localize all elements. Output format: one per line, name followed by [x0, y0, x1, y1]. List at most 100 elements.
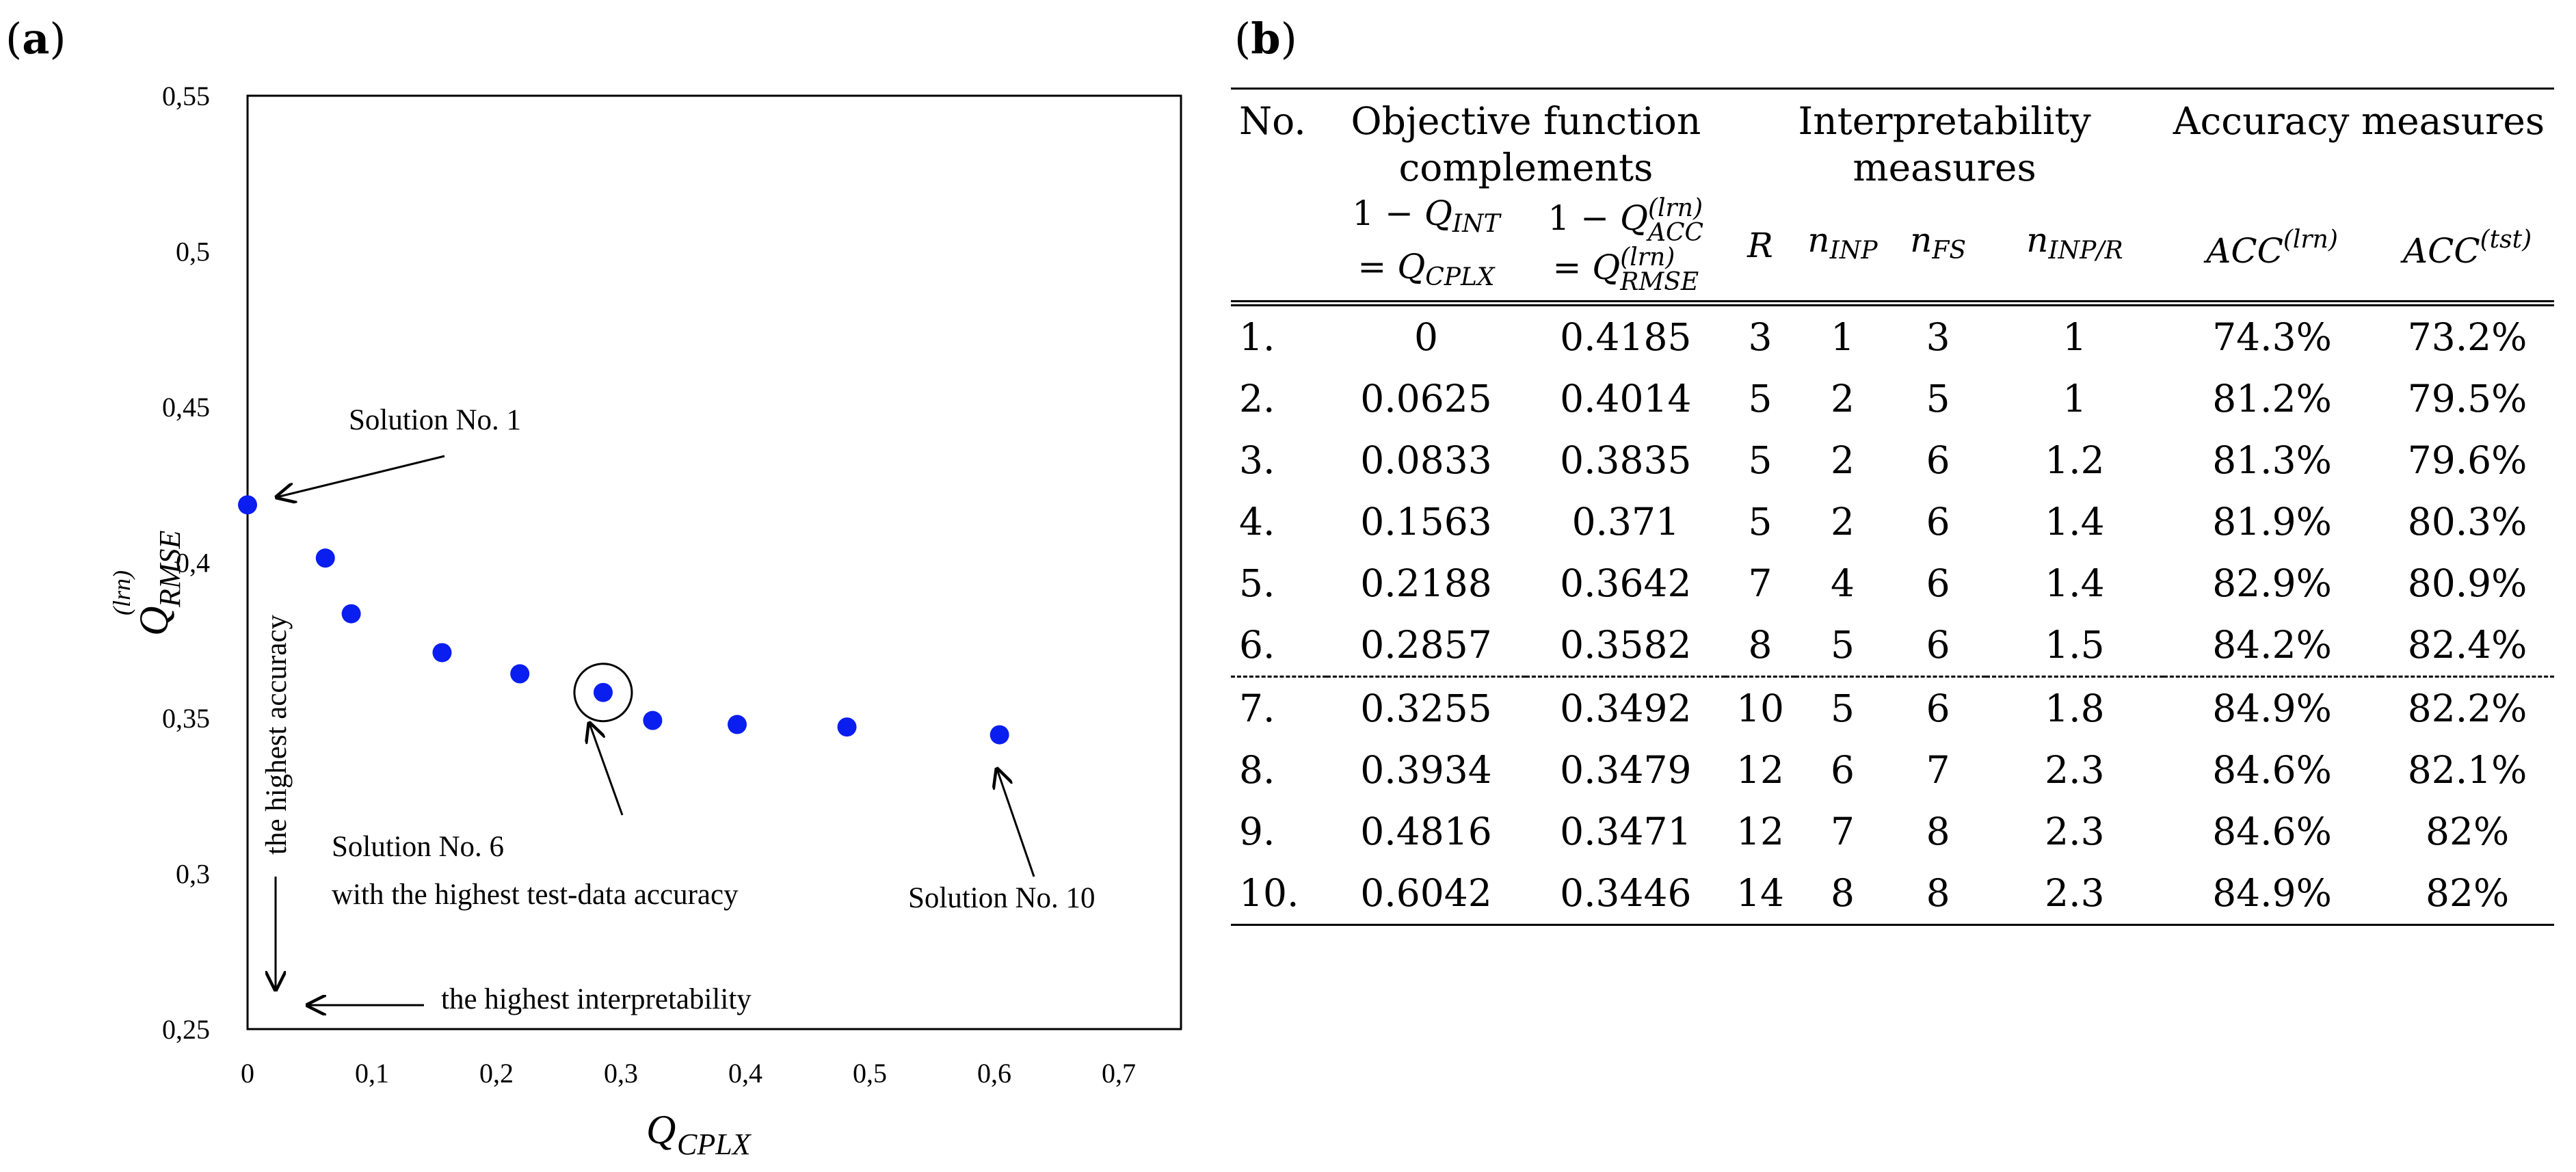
- data-point: [432, 643, 452, 663]
- table-cell: 7: [1748, 561, 1772, 605]
- y-tick-label: 0,45: [162, 392, 210, 423]
- table-cell: 0.3471: [1560, 810, 1692, 853]
- table-cell: 1.2: [2045, 438, 2105, 482]
- data-point: [341, 604, 361, 624]
- header-objective: Objective function complements: [1351, 99, 1701, 189]
- table-cell: 2.3: [2045, 810, 2105, 853]
- table-cell: 0.1563: [1360, 500, 1492, 544]
- panel-label-a: (a): [5, 14, 66, 64]
- data-point: [727, 715, 747, 734]
- table-cell: 0.4816: [1360, 810, 1492, 853]
- table-cell: 2: [1831, 438, 1855, 482]
- table-cell: 1.8: [1985, 676, 2164, 739]
- table-cell: 5: [1926, 377, 1950, 421]
- table-cell: 6: [1831, 748, 1855, 792]
- table-row: 9. 0.4816 0.3471 12 7 8 2.3 84.6% 82%: [1231, 801, 2554, 862]
- data-point: [510, 664, 530, 684]
- header-r: R: [1747, 226, 1773, 265]
- header-interpretability: Interpretability measures: [1798, 99, 2091, 189]
- table-cell: 0.6042: [1326, 862, 1526, 926]
- table-cell: 82.1%: [2407, 748, 2527, 792]
- annotation-solution-10: Solution No. 10: [908, 882, 1096, 914]
- x-axis-label-sub: CPLX: [677, 1128, 752, 1161]
- table-cell: 81.3%: [2212, 438, 2332, 482]
- table-cell: 7.: [1231, 676, 1327, 739]
- annotation-highest-interpretability: the highest interpretability: [441, 983, 752, 1015]
- table-cell: 8: [1794, 862, 1891, 926]
- table-cell: 81.2%: [2212, 377, 2332, 421]
- table-cell: 7: [1831, 810, 1855, 853]
- arrow-solution-6: [589, 723, 624, 816]
- plot-frame: [246, 94, 1182, 1030]
- table-cell: 0.4014: [1560, 377, 1692, 421]
- table-cell: 12: [1736, 810, 1784, 853]
- annotation-solution-1: Solution No. 1: [349, 404, 521, 436]
- table-cell: 2.3: [2045, 748, 2105, 792]
- table-cell: 8: [1890, 862, 1986, 926]
- x-axis-ticks: 0 0,1 0,2 0,3 0,4 0,5 0,6 0,7: [241, 1058, 1136, 1089]
- table-cell: 0.3492: [1526, 676, 1726, 739]
- table-cell: 0.4185: [1560, 315, 1692, 359]
- table-cell: 6: [1926, 623, 1950, 667]
- data-points: [238, 495, 1009, 745]
- x-tick-label: 0,7: [1102, 1058, 1136, 1089]
- table-cell: 0.2188: [1360, 561, 1492, 605]
- arrow-solution-1: [277, 455, 445, 497]
- table-body: 1. 0 0.4185 3 1 3 1 74.3% 73.2% 2. 0.0625 0.4014 5 2 5…: [1231, 304, 2554, 926]
- x-tick-label: 0,4: [728, 1058, 762, 1089]
- table-cell: 82%: [2380, 862, 2554, 926]
- y-tick-label: 0,55: [162, 81, 210, 111]
- table-cell: 84.6%: [2212, 748, 2332, 792]
- table-cell: 0.3934: [1360, 748, 1492, 792]
- table-cell: 5: [1748, 500, 1772, 544]
- table-cell: 1: [2062, 377, 2087, 421]
- table-cell: 0.0625: [1360, 377, 1492, 421]
- table-cell: 7: [1926, 748, 1950, 792]
- header-q-cplx: 1 − QINT = QCPLX: [1352, 194, 1500, 291]
- table-cell: 1: [2062, 315, 2087, 359]
- header-acc-lrn: ACC(lrn): [2206, 226, 2338, 271]
- data-point: [643, 710, 663, 730]
- table-cell: 5: [1748, 377, 1772, 421]
- table-cell: 81.9%: [2212, 500, 2332, 544]
- table-row: 6. 0.2857 0.3582 8 5 6 1.5 84.2% 82.4%: [1231, 614, 2554, 677]
- table-cell: 0.2857: [1360, 623, 1492, 667]
- panel-label-b: (b): [1234, 14, 1297, 64]
- table-cell: 82.2%: [2380, 676, 2554, 739]
- header-no: No.: [1239, 99, 1306, 143]
- table-cell: 8.: [1239, 748, 1275, 792]
- table-cell: 0.371: [1571, 500, 1680, 544]
- y-tick-label: 0,25: [162, 1014, 210, 1045]
- data-point: [837, 717, 857, 737]
- results-table: No. Objective function complements Inter…: [1231, 88, 2554, 926]
- header-q-rmse: 1 − Q(lrn) ACC = Q(lrn) RMSE: [1548, 194, 1704, 296]
- table-cell: 2: [1831, 377, 1855, 421]
- table-cell: 8: [1926, 810, 1950, 853]
- table-cell: 82.9%: [2212, 561, 2332, 605]
- table-cell: 2.3: [1985, 862, 2164, 926]
- table-cell: 2.: [1239, 377, 1275, 421]
- y-axis-label-base: Q: [131, 607, 176, 636]
- header-no-sub: [1231, 191, 1327, 304]
- table-cell: 4: [1831, 561, 1855, 605]
- header-accuracy: Accuracy measures: [2173, 99, 2545, 143]
- table-cell: 1.4: [2045, 561, 2105, 605]
- y-axis-label: Q RMSE (lrn): [108, 530, 187, 636]
- table-cell: 6.: [1239, 623, 1275, 667]
- table-cell: 82.4%: [2407, 623, 2527, 667]
- table-cell: 9.: [1239, 810, 1275, 853]
- header-acc-tst: ACC(tst): [2403, 226, 2532, 271]
- annotation-solution-6-line2: with the highest test-data accuracy: [332, 879, 739, 911]
- y-tick-label: 0,4: [176, 548, 210, 578]
- table-cell: 2: [1831, 500, 1855, 544]
- header-n-inp-r: nINP/R: [2026, 220, 2123, 265]
- table-cell: 6: [1890, 676, 1986, 739]
- table-cell: 0.3642: [1560, 561, 1692, 605]
- x-tick-label: 0,1: [355, 1058, 389, 1089]
- table-row: 5. 0.2188 0.3642 7 4 6 1.4 82.9% 80.9%: [1231, 552, 2554, 614]
- x-tick-label: 0,6: [977, 1058, 1011, 1089]
- scatter-plot: 0,250,30,350,40,450,50,55 0 0,1 0,2 0,3 0,4 0…: [108, 81, 1182, 1161]
- table-cell: 80.3%: [2407, 500, 2527, 544]
- table-row: 2. 0.0625 0.4014 5 2 5 1 81.2% 79.5%: [1231, 368, 2554, 429]
- table-cell: 10: [1725, 676, 1795, 739]
